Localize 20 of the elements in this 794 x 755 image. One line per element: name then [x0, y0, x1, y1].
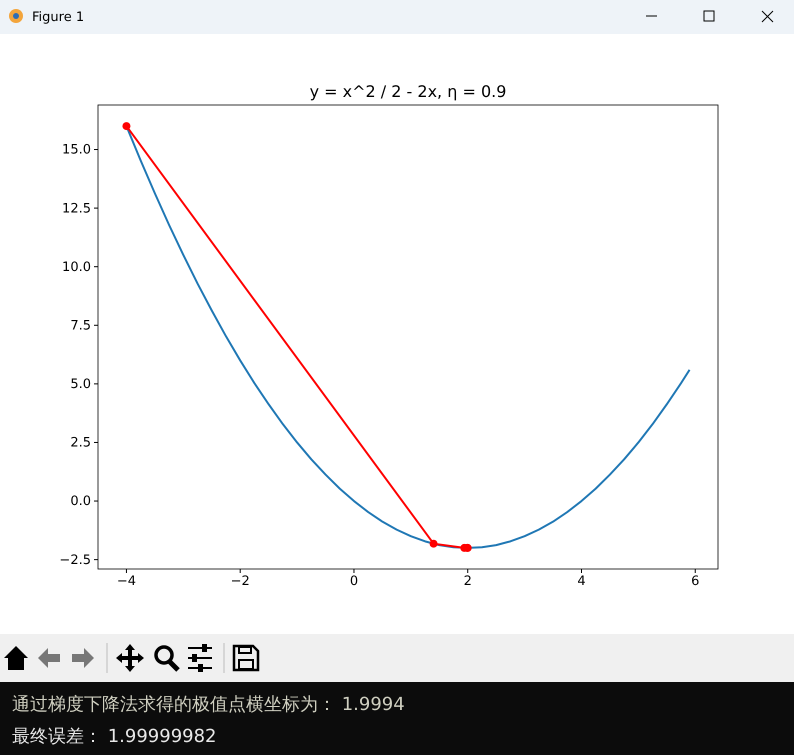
y-tick-label: 10.0: [62, 260, 91, 275]
x-tick-label: 0: [350, 574, 358, 590]
y-tick-label: 2.5: [70, 436, 91, 451]
point: [122, 122, 130, 130]
x-tick-label: 4: [577, 574, 586, 590]
x-tick-label: −4: [116, 574, 136, 590]
x-tick-label: 6: [691, 574, 700, 590]
chart-title: y = x^2 / 2 - 2x, η = 0.9: [310, 82, 506, 101]
text: 通过梯度下降法求得的极值点横坐标为： 1.9994: [12, 694, 405, 715]
x-tick-label: 2: [464, 574, 472, 590]
text: 最终误差： 1.99999982: [12, 726, 217, 747]
y-tick-label: 7.5: [70, 318, 91, 334]
y-tick-label: 12.5: [62, 201, 91, 216]
y-tick-label: −2.5: [59, 552, 91, 568]
point: [430, 540, 438, 548]
y-tick-label: 5.0: [70, 377, 91, 392]
caption: Figure 1: [32, 10, 84, 25]
y-tick-label: 15.0: [62, 142, 91, 158]
y-tick-label: 0.0: [70, 494, 91, 510]
x-tick-label: −2: [230, 574, 250, 590]
